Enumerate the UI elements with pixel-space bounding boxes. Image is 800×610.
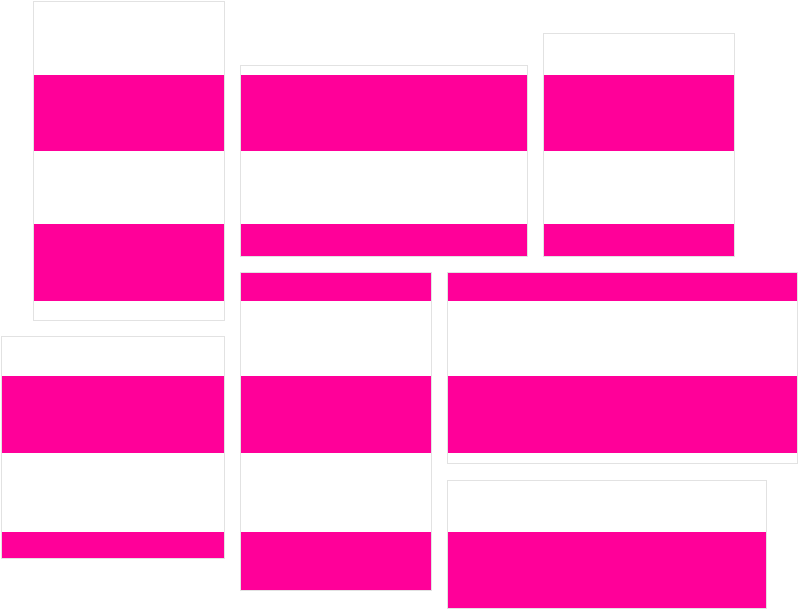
tile <box>543 33 735 257</box>
tile-band <box>544 224 734 256</box>
tile-band <box>241 532 431 590</box>
tile <box>447 272 798 464</box>
tile-band <box>544 75 734 151</box>
tile-band <box>241 224 527 256</box>
tile-band <box>34 75 224 151</box>
tile <box>1 336 225 559</box>
tile <box>33 1 225 321</box>
tile-band <box>448 532 766 608</box>
tile-band <box>34 224 224 301</box>
tile <box>240 65 528 257</box>
tile-band <box>2 376 224 453</box>
tile-band <box>241 75 527 151</box>
tile <box>447 480 767 609</box>
tile-band <box>241 376 431 453</box>
tile-band <box>241 273 431 301</box>
tile-band <box>2 532 224 558</box>
tile-band <box>448 273 797 301</box>
tile-band <box>448 376 797 453</box>
tile <box>240 272 432 591</box>
